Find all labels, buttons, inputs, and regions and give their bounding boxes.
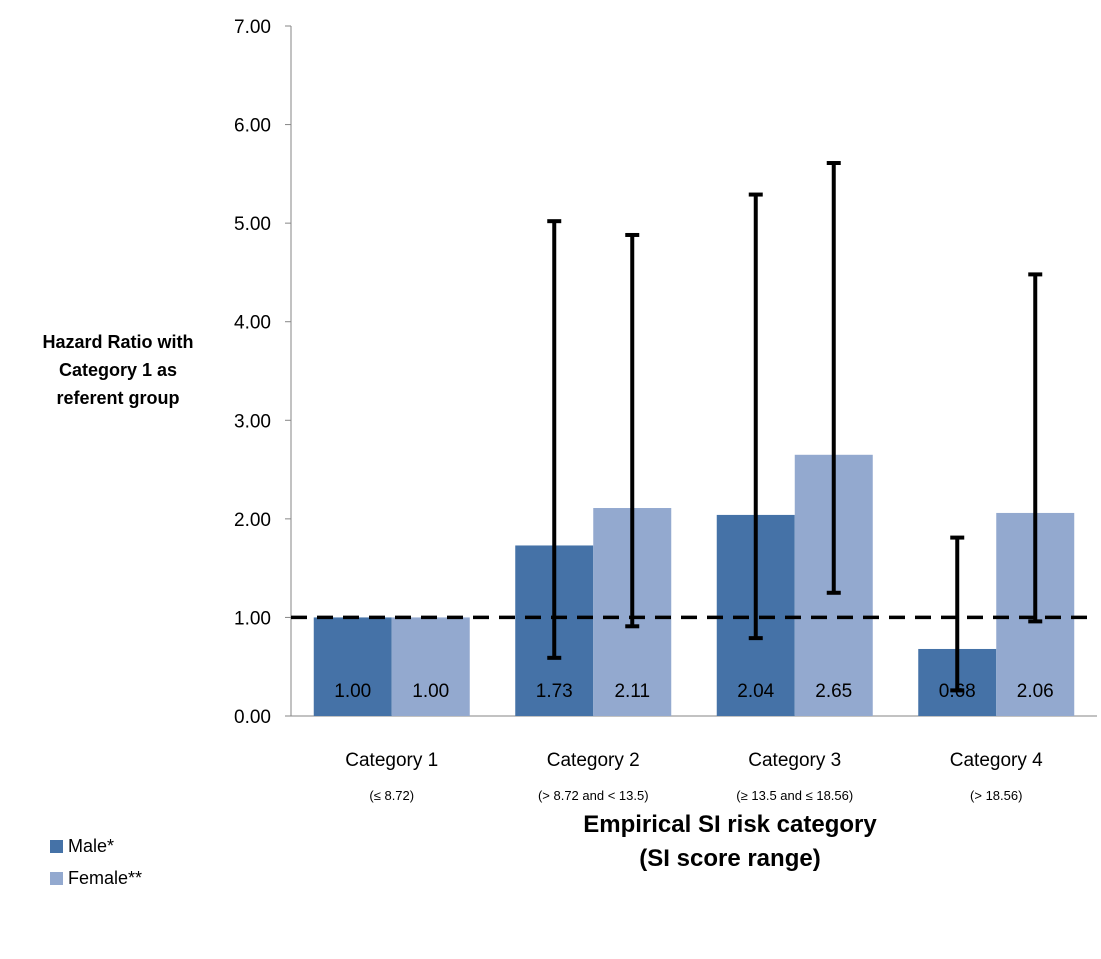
legend-item-female: Female** xyxy=(50,862,142,894)
y-tick-label: 1.00 xyxy=(234,608,271,629)
bar xyxy=(391,617,470,716)
category-sublabel: (> 8.72 and < 13.5) xyxy=(538,788,649,803)
data-label: 0.68 xyxy=(939,681,976,702)
legend: Male* Female** xyxy=(50,830,142,894)
y-tick-label: 6.00 xyxy=(234,116,271,137)
y-axis-title: Hazard Ratio with Category 1 as referent… xyxy=(42,332,194,408)
category-sublabel: (> 18.56) xyxy=(970,788,1022,803)
data-label: 2.11 xyxy=(614,681,650,702)
data-label: 2.04 xyxy=(737,681,774,702)
y-tick-label: 2.00 xyxy=(234,510,271,531)
x-axis-title: Empirical SI risk category (SI score ran… xyxy=(583,811,877,872)
data-label: 1.73 xyxy=(536,681,573,702)
y-tick-label: 3.00 xyxy=(234,411,271,432)
category-sublabel: (≤ 8.72) xyxy=(369,788,414,803)
data-label: 2.65 xyxy=(815,681,852,702)
y-tick-label: 0.00 xyxy=(234,707,271,728)
legend-label-male: Male* xyxy=(68,835,115,856)
legend-label-female: Female** xyxy=(68,867,143,888)
legend-item-male: Male* xyxy=(50,830,142,862)
y-tick-label: 5.00 xyxy=(234,214,271,235)
bar xyxy=(313,617,392,716)
data-label: 1.00 xyxy=(334,681,371,702)
data-label: 1.00 xyxy=(412,681,449,702)
y-tick-label: 4.00 xyxy=(234,313,271,334)
y-tick-label: 7.00 xyxy=(234,17,271,38)
data-label: 2.06 xyxy=(1017,681,1054,702)
category-label: Category 2 xyxy=(547,750,640,771)
category-label: Category 1 xyxy=(345,750,438,771)
legend-swatch-male xyxy=(50,839,63,853)
category-label: Category 3 xyxy=(748,750,841,771)
legend-swatch-female xyxy=(50,871,63,885)
category-label: Category 4 xyxy=(950,750,1043,771)
category-sublabel: (≥ 13.5 and ≤ 18.56) xyxy=(736,788,853,803)
